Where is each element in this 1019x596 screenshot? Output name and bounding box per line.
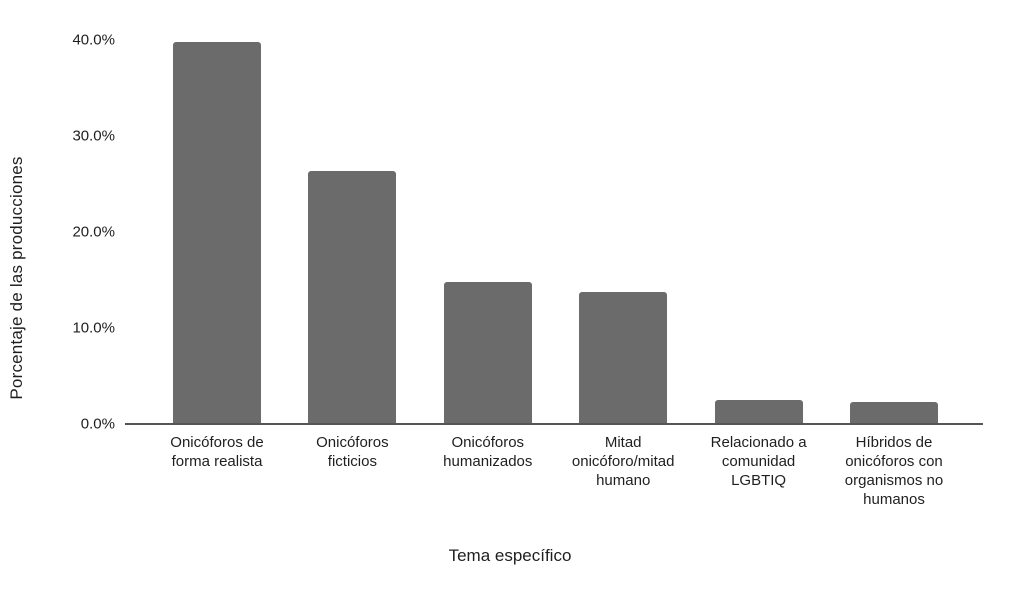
bar	[579, 292, 667, 424]
bar	[850, 402, 938, 424]
category-label: Relacionado a comunidad LGBTIQ	[710, 434, 807, 489]
y-tick-label: 30.0%	[72, 127, 115, 145]
bar	[173, 42, 261, 424]
category-label: Onicóforos de forma realista	[170, 434, 264, 470]
x-axis-line	[125, 423, 983, 425]
y-axis-title: Porcentaje de las producciones	[7, 156, 26, 400]
category-label: Onicóforos ficticios	[316, 434, 389, 470]
bar	[715, 400, 803, 424]
y-tick-label: 10.0%	[72, 319, 115, 337]
y-tick-label: 20.0%	[72, 223, 115, 241]
category-label: Híbridos de onicóforos con organismos no hu…	[844, 434, 944, 508]
bar	[308, 171, 396, 424]
category-label: Onicóforos humanizados	[443, 434, 533, 470]
y-tick-label: 40.0%	[72, 31, 115, 49]
category-label: Mitad onicóforo/mitad humano	[571, 434, 675, 489]
y-tick-label: 0.0%	[80, 415, 115, 433]
bar	[444, 282, 532, 424]
x-axis-title: Tema específico	[448, 546, 572, 565]
